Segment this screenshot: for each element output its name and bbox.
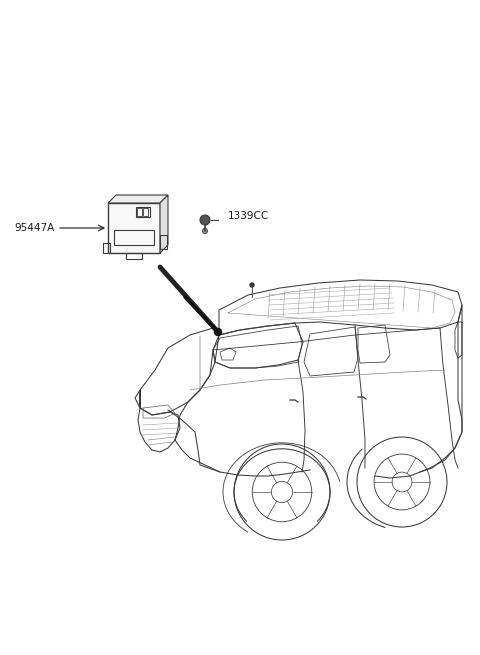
Bar [114, 230, 154, 245]
Bar [137, 208, 142, 216]
Polygon shape [108, 203, 160, 253]
Text: 1339CC: 1339CC [228, 211, 269, 221]
Polygon shape [108, 195, 168, 203]
Polygon shape [160, 195, 168, 253]
Bar [103, 243, 110, 253]
Circle shape [203, 229, 207, 233]
Bar [160, 235, 167, 249]
Bar [143, 208, 148, 216]
Bar [126, 253, 142, 259]
Circle shape [200, 215, 210, 225]
Bar [136, 207, 150, 217]
Circle shape [215, 329, 221, 335]
Text: 95447A: 95447A [15, 223, 55, 233]
Circle shape [250, 283, 254, 287]
